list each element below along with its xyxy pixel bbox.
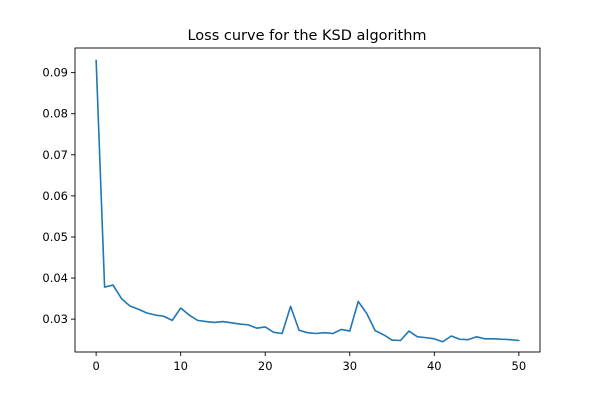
- chart-title: Loss curve for the KSD algorithm: [187, 28, 426, 44]
- x-tick-label: 40: [427, 359, 442, 373]
- series-layer: [95, 59, 520, 343]
- x-axis: 0 10 20 30 40 50: [92, 352, 526, 373]
- y-tick-label: 0.03: [42, 312, 68, 326]
- x-tick-label: 50: [512, 359, 527, 373]
- x-tick-label: 0: [92, 359, 99, 373]
- plot-frame: [74, 47, 541, 353]
- x-tick-label: 10: [173, 359, 188, 373]
- y-axis: 0.03 0.04 0.05 0.06 0.07 0.08 0.09: [42, 66, 75, 326]
- x-tick-label: 20: [258, 359, 273, 373]
- y-tick-label: 0.05: [42, 230, 68, 244]
- series-line: [95, 59, 520, 343]
- x-tick-label: 30: [342, 359, 357, 373]
- y-tick-label: 0.07: [42, 148, 68, 162]
- y-tick-label: 0.08: [42, 107, 68, 121]
- y-tick-label: 0.04: [42, 271, 68, 285]
- y-tick-label: 0.06: [42, 189, 68, 203]
- y-tick-label: 0.09: [42, 66, 68, 80]
